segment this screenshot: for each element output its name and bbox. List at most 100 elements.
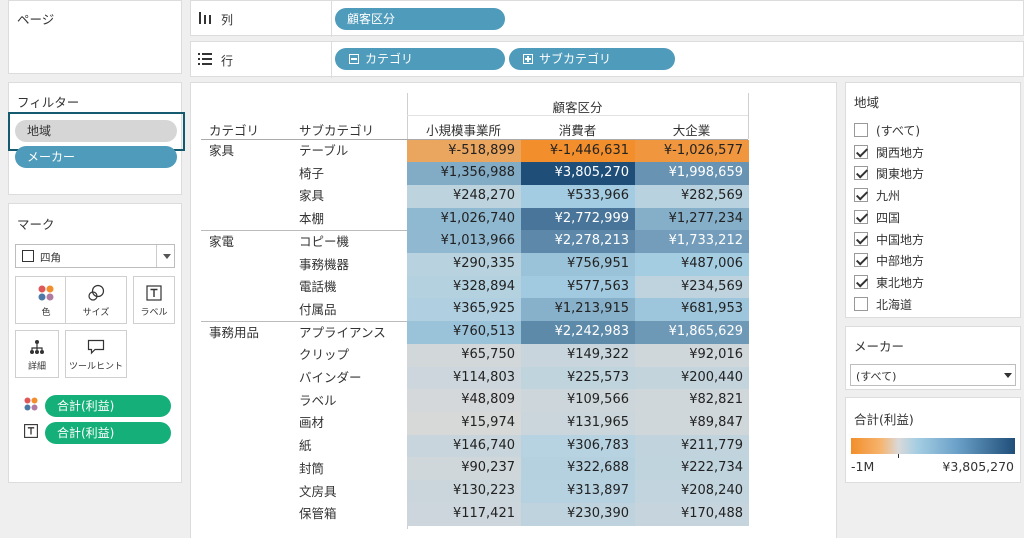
label-button[interactable]: ラベル (133, 276, 175, 324)
column-pill-customer-segment[interactable]: 顧客区分 (335, 8, 505, 30)
value-cell[interactable]: ¥282,569 (635, 184, 749, 209)
subcategory-label: 付属品 (299, 301, 337, 317)
region-checkbox[interactable] (854, 209, 868, 224)
region-option-label[interactable]: 東北地方 (876, 275, 925, 290)
value-cell[interactable]: ¥3,805,270 (521, 162, 635, 186)
value-cell[interactable]: ¥306,783 (521, 434, 635, 458)
filters-panel: フィルター 地域 メーカー (8, 82, 185, 195)
value-cell[interactable]: ¥681,953 (635, 298, 749, 322)
region-checkbox[interactable] (854, 166, 868, 181)
value-cell[interactable]: ¥1,998,659 (635, 162, 749, 186)
region-checkbox[interactable] (854, 231, 868, 246)
row-pill-subcategory[interactable]: サブカテゴリ (509, 48, 675, 70)
size-button[interactable]: サイズ (65, 276, 127, 324)
maker-dropdown-value: (すべて) (856, 370, 897, 383)
region-option-label[interactable]: 中国地方 (876, 232, 925, 247)
value-cell[interactable]: ¥208,240 (635, 480, 749, 504)
value-cell[interactable]: ¥2,772,999 (521, 207, 635, 231)
region-option-label[interactable]: 北海道 (876, 297, 913, 312)
subcategory-label: 文房具 (299, 483, 337, 499)
value-cell[interactable]: ¥322,688 (521, 457, 635, 481)
value-cell[interactable]: ¥90,237 (407, 457, 521, 481)
filter-pill-region[interactable]: 地域 (15, 120, 177, 142)
value-cell[interactable]: ¥-1,026,577 (635, 139, 749, 163)
color-button[interactable]: 色 (15, 276, 77, 324)
region-checkbox[interactable] (854, 296, 868, 311)
detail-button[interactable]: 詳細 (15, 330, 59, 378)
value-cell[interactable]: ¥365,925 (407, 298, 521, 322)
value-cell[interactable]: ¥290,335 (407, 253, 521, 277)
value-cell[interactable]: ¥114,803 (407, 366, 521, 390)
value-cell[interactable]: ¥82,821 (635, 389, 749, 413)
maker-dropdown[interactable]: (すべて) (850, 364, 1016, 386)
value-cell[interactable]: ¥146,740 (407, 434, 521, 458)
value-cell[interactable]: ¥487,006 (635, 253, 749, 277)
color-field-pill[interactable]: 合計(利益) (45, 395, 171, 417)
region-checkbox[interactable] (854, 144, 868, 159)
value-cell[interactable]: ¥1,356,988 (407, 162, 521, 186)
label-field-icon (24, 424, 38, 441)
region-option-label[interactable]: (すべて) (876, 124, 921, 138)
value-cell[interactable]: ¥230,390 (521, 502, 635, 526)
value-cell[interactable]: ¥1,013,966 (407, 230, 521, 254)
value-cell[interactable]: ¥577,563 (521, 275, 635, 299)
region-option-label[interactable]: 関西地方 (876, 145, 925, 160)
region-option-label[interactable]: 関東地方 (876, 167, 925, 182)
value-cell[interactable]: ¥117,421 (407, 502, 521, 526)
value-cell[interactable]: ¥65,750 (407, 343, 521, 367)
category-label: 家電 (209, 233, 235, 249)
value-cell[interactable]: ¥-1,446,631 (521, 139, 635, 163)
value-cell[interactable]: ¥131,965 (521, 411, 635, 436)
region-checkbox[interactable] (854, 188, 868, 203)
value-cell[interactable]: ¥1,865,629 (635, 321, 749, 345)
value-cell[interactable]: ¥313,897 (521, 480, 635, 504)
columns-shelf[interactable]: 列 顧客区分 (190, 0, 1024, 37)
rows-shelf[interactable]: 行 カテゴリ サブカテゴリ (190, 41, 1024, 78)
value-cell[interactable]: ¥109,566 (521, 389, 635, 413)
value-cell[interactable]: ¥1,213,915 (521, 298, 635, 322)
value-cell[interactable]: ¥328,894 (407, 275, 521, 299)
columns-shelf-label: 列 (221, 13, 234, 27)
value-cell[interactable]: ¥222,734 (635, 457, 749, 481)
value-cell[interactable]: ¥170,488 (635, 502, 749, 526)
filter-pill-maker[interactable]: メーカー (15, 146, 177, 168)
region-checkbox[interactable] (854, 274, 868, 289)
value-cell[interactable]: ¥130,223 (407, 480, 521, 504)
value-cell[interactable]: ¥1,733,212 (635, 230, 749, 254)
mark-type-dropdown[interactable]: 四角 (15, 244, 175, 268)
value-cell[interactable]: ¥211,779 (635, 434, 749, 458)
crosstab: 顧客区分 カテゴリ サブカテゴリ 小規模事業所 消費者 大企業 家具 テーブル ¥-518,89… (191, 83, 836, 538)
region-option-label[interactable]: 四国 (876, 210, 901, 225)
value-cell[interactable]: ¥200,440 (635, 366, 749, 390)
subcategory-label: 保管箱 (299, 506, 337, 522)
value-cell[interactable]: ¥48,809 (407, 389, 521, 413)
region-checkbox[interactable] (854, 123, 868, 137)
chevron-down-icon (163, 254, 171, 259)
collapse-icon[interactable] (349, 54, 359, 64)
value-cell[interactable]: ¥248,270 (407, 184, 521, 209)
value-cell[interactable]: ¥-518,899 (407, 139, 521, 163)
value-cell[interactable]: ¥760,513 (407, 321, 521, 345)
value-cell[interactable]: ¥234,569 (635, 275, 749, 299)
value-cell[interactable]: ¥149,322 (521, 343, 635, 367)
value-cell[interactable]: ¥89,847 (635, 411, 749, 436)
value-cell[interactable]: ¥15,974 (407, 411, 521, 436)
value-cell[interactable]: ¥533,966 (521, 184, 635, 209)
value-cell[interactable]: ¥2,242,983 (521, 321, 635, 345)
label-button-label: ラベル (140, 308, 168, 318)
region-checkbox[interactable] (854, 253, 868, 268)
label-field-pill[interactable]: 合計(利益) (45, 422, 171, 444)
value-cell[interactable]: ¥92,016 (635, 343, 749, 367)
legend-title: 合計(利益) (854, 412, 914, 427)
subcategory-label: 事務機器 (299, 256, 350, 272)
value-cell[interactable]: ¥756,951 (521, 253, 635, 277)
value-cell[interactable]: ¥225,573 (521, 366, 635, 390)
region-option-label[interactable]: 中部地方 (876, 254, 925, 269)
tooltip-button[interactable]: ツールヒント (65, 330, 127, 378)
region-option-label[interactable]: 九州 (876, 189, 901, 204)
expand-icon[interactable] (523, 54, 533, 64)
value-cell[interactable]: ¥1,277,234 (635, 207, 749, 231)
row-pill-category[interactable]: カテゴリ (335, 48, 505, 70)
value-cell[interactable]: ¥2,278,213 (521, 230, 635, 254)
value-cell[interactable]: ¥1,026,740 (407, 207, 521, 231)
